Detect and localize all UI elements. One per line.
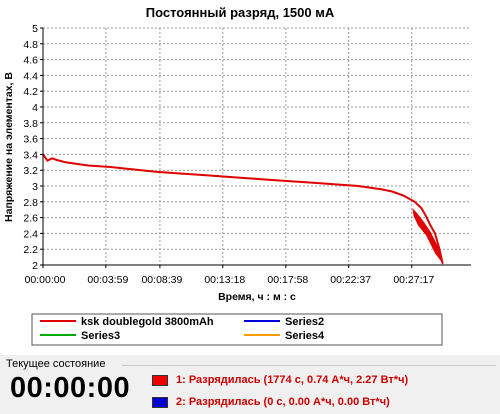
series-point bbox=[357, 185, 360, 187]
series-point bbox=[244, 177, 247, 179]
legend-entry-1: ksk doublegold 3800mAh bbox=[81, 316, 214, 328]
status-caption: Текущее состояние bbox=[6, 358, 106, 370]
y-tick-label: 2.4 bbox=[23, 228, 38, 240]
x-tick-label: 00:03:59 bbox=[87, 274, 128, 286]
series-point bbox=[132, 168, 134, 171]
legend-entry-4: Series4 bbox=[285, 330, 325, 342]
x-tick-label: 00:00:00 bbox=[25, 274, 66, 286]
series-layer bbox=[42, 153, 444, 265]
y-tick-label: 3.6 bbox=[23, 134, 38, 146]
y-tick-label: 3 bbox=[32, 181, 38, 193]
y-tick-label: 2.8 bbox=[23, 197, 38, 209]
x-axis-label: Время, ч : м : с bbox=[218, 291, 296, 303]
chart-area: Постоянный разряд, 1500 мА 2 2.2 2.4 2.6 2.8… bbox=[0, 0, 500, 355]
channel-1-color-swatch bbox=[152, 374, 168, 386]
channel-2-status: 2: Разрядилась (0 с, 0.00 А*ч, 0.00 Вт*ч… bbox=[152, 394, 390, 410]
legend-entry-3: Series3 bbox=[81, 330, 120, 342]
series-point bbox=[391, 190, 393, 193]
channel-2-color-swatch bbox=[152, 396, 168, 408]
series-point bbox=[267, 178, 270, 181]
legend: ksk doublegold 3800mAh Series2 Series3 Seri… bbox=[31, 313, 443, 346]
x-tick-label: 00:17:58 bbox=[267, 274, 308, 286]
legend-box bbox=[31, 313, 443, 346]
series-point bbox=[55, 159, 58, 161]
series-point bbox=[441, 262, 444, 265]
status-panel: Текущее состояние 00:00:00 1: Разрядилас… bbox=[0, 355, 500, 414]
y-tick-label: 4.6 bbox=[23, 55, 38, 67]
y-axis-ticks: 2 2.2 2.4 2.6 2.8 3 3.2 3.4 3.6 3.8 4 4.2 4.4 4.6 4.8 5 bbox=[23, 23, 43, 272]
series-point bbox=[64, 161, 67, 164]
y-tick-label: 4.4 bbox=[23, 70, 38, 82]
discharge-chart: Постоянный разряд, 1500 мА 2 2.2 2.4 2.6 2.8… bbox=[3, 5, 471, 346]
series-point bbox=[46, 159, 49, 162]
y-tick-label: 2.6 bbox=[23, 213, 38, 225]
series-point bbox=[289, 180, 292, 183]
y-tick-label: 3.2 bbox=[23, 165, 38, 177]
y-tick-label: 4.2 bbox=[23, 86, 38, 98]
legend-entry-2: Series2 bbox=[285, 316, 324, 328]
series-point bbox=[425, 215, 427, 217]
series-point bbox=[312, 182, 315, 184]
y-tick-label: 3.8 bbox=[23, 118, 38, 130]
channel-2-label: 2: Разрядилась (0 с, 0.00 А*ч, 0.00 Вт*ч… bbox=[176, 396, 390, 408]
series-point bbox=[51, 157, 53, 160]
series-line-1 bbox=[42, 153, 444, 264]
series-point bbox=[177, 172, 179, 175]
series-point bbox=[420, 207, 423, 209]
series-1-noise-band bbox=[412, 208, 443, 264]
x-tick-label: 00:08:39 bbox=[141, 274, 182, 286]
series-point bbox=[434, 232, 436, 235]
series-point bbox=[154, 170, 157, 173]
series-point bbox=[109, 166, 112, 168]
series-point bbox=[413, 201, 416, 203]
x-tick-label: 00:13:18 bbox=[204, 274, 245, 286]
y-tick-label: 4 bbox=[32, 102, 38, 114]
status-divider bbox=[122, 365, 496, 366]
y-axis-label: Напряжение на элементах, В bbox=[3, 72, 15, 222]
series-point bbox=[222, 175, 225, 178]
series-point bbox=[199, 174, 202, 176]
y-tick-label: 4.8 bbox=[23, 39, 38, 51]
grid bbox=[43, 27, 471, 265]
y-tick-label: 5 bbox=[32, 23, 38, 35]
y-tick-label: 3.4 bbox=[23, 149, 38, 161]
series-point bbox=[87, 164, 89, 167]
x-tick-label: 00:22:37 bbox=[330, 274, 371, 286]
series-point bbox=[429, 224, 432, 227]
chart-title: Постоянный разряд, 1500 мА bbox=[146, 5, 335, 20]
channel-1-label: 1: Разрядилась (1774 с, 0.74 А*ч, 2.27 В… bbox=[176, 374, 409, 386]
series-point bbox=[380, 188, 382, 190]
y-tick-label: 2.2 bbox=[23, 244, 38, 256]
series-point bbox=[402, 194, 405, 197]
x-axis-ticks: 00:00:00 00:03:59 00:08:39 00:13:18 00:17:58… bbox=[25, 265, 434, 286]
x-tick-label: 00:27:17 bbox=[393, 274, 434, 286]
elapsed-time: 00:00:00 bbox=[10, 372, 131, 404]
series-point bbox=[335, 183, 337, 186]
channel-1-status: 1: Разрядилась (1774 с, 0.74 А*ч, 2.27 В… bbox=[152, 372, 408, 388]
y-tick-label: 2 bbox=[32, 260, 38, 272]
